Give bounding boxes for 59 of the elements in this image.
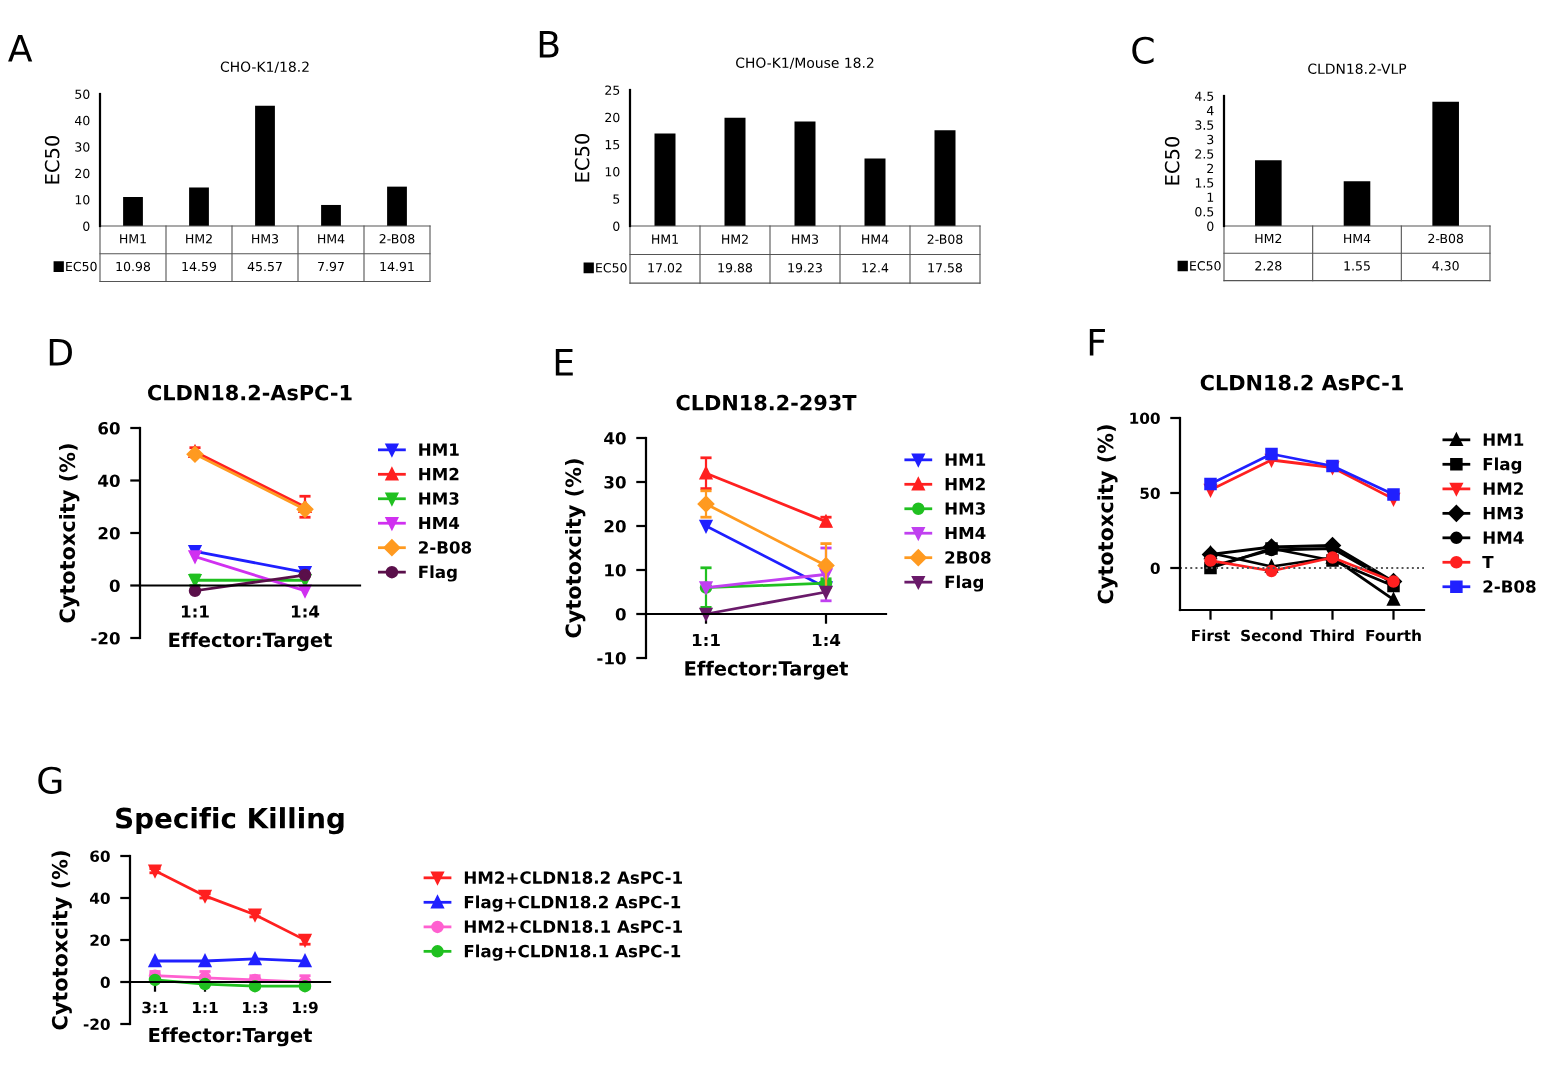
text: A: [8, 35, 33, 62]
legend-label: HM1: [1483, 433, 1524, 446]
chart-title: CLDN18.2 AsPC-1: [1200, 374, 1403, 391]
x-tick-label: 1:4: [812, 633, 841, 647]
legend-label: HM1: [419, 443, 459, 456]
y-axis-title: Cytotoxcity (%): [51, 851, 72, 1030]
x-tick-label: 1:4: [291, 605, 320, 618]
legend-label: HM3: [1483, 506, 1524, 520]
y-tick-label: 20: [98, 526, 120, 540]
y-axis-title: Cytotoxcity (%): [1097, 425, 1118, 604]
text: C: [1132, 36, 1154, 64]
y-axis-title: EC50: [574, 133, 590, 182]
legend-label: HM1: [945, 453, 986, 466]
x-tick-label: 1:1: [692, 633, 720, 647]
text: F: [1089, 329, 1105, 356]
y-tick-label: 10: [605, 563, 626, 577]
x-axis-title: Effector:Target: [685, 660, 848, 680]
x-axis-title: Effector:Target: [169, 632, 332, 652]
y-tick-label: 20: [604, 519, 626, 533]
legend-label: HM4: [945, 526, 986, 540]
y-tick-label: 60: [98, 421, 120, 435]
text: D: [49, 339, 72, 366]
chart-title: Specific Killing: [116, 807, 344, 835]
legend-label: HM3: [419, 492, 459, 505]
legend-label: HM4: [419, 516, 460, 530]
legend-label: HM3: [945, 502, 985, 515]
text: G: [38, 766, 62, 794]
legend-label: T: [1482, 555, 1494, 569]
legend-label: Flag: [1483, 457, 1522, 474]
legend-label: 2-B08: [1483, 580, 1536, 593]
text: B: [539, 31, 559, 58]
legend-label: HM2: [1483, 482, 1523, 495]
y-axis-title: Cytotoxcity (%): [59, 444, 80, 623]
text: E: [555, 349, 573, 376]
legend-label: 2B08: [945, 551, 991, 564]
y-tick-label: 0: [109, 579, 120, 593]
legend-label: HM2: [945, 477, 985, 491]
y-axis-title: EC50: [1164, 136, 1180, 185]
y-tick-label: 30: [604, 475, 626, 489]
legend-label: HM4: [1483, 531, 1524, 544]
legend-label: HM2+CLDN18.2 AsPC-1: [464, 871, 682, 884]
legend-label: Flag: [419, 565, 457, 582]
legend-label: Flag+CLDN18.2 AsPC-1: [464, 895, 681, 912]
y-tick-label: -10: [597, 651, 626, 665]
legend-label: HM2+CLDN18.1 AsPC-1: [464, 920, 682, 933]
y-tick-label: 40: [98, 474, 120, 488]
legend-label: 2-B08: [419, 541, 472, 554]
legend-label: HM2: [419, 467, 459, 481]
y-tick-label: 40: [604, 431, 626, 445]
x-tick-label: 1:1: [181, 605, 209, 618]
chart-title: CLDN18.2-AsPC-1: [148, 384, 352, 401]
legend-label: Flag+CLDN18.1 AsPC-1: [464, 944, 681, 961]
chart-title: CLDN18.2-293T: [676, 394, 857, 411]
legend-label: Flag: [945, 575, 984, 592]
y-axis-title: EC50: [44, 135, 60, 184]
x-axis-title: Effector:Target: [149, 1027, 312, 1047]
y-tick-label: 0: [615, 607, 626, 621]
y-tick-label: -20: [91, 631, 120, 645]
y-axis-title: Cytotoxcity (%): [565, 459, 586, 638]
